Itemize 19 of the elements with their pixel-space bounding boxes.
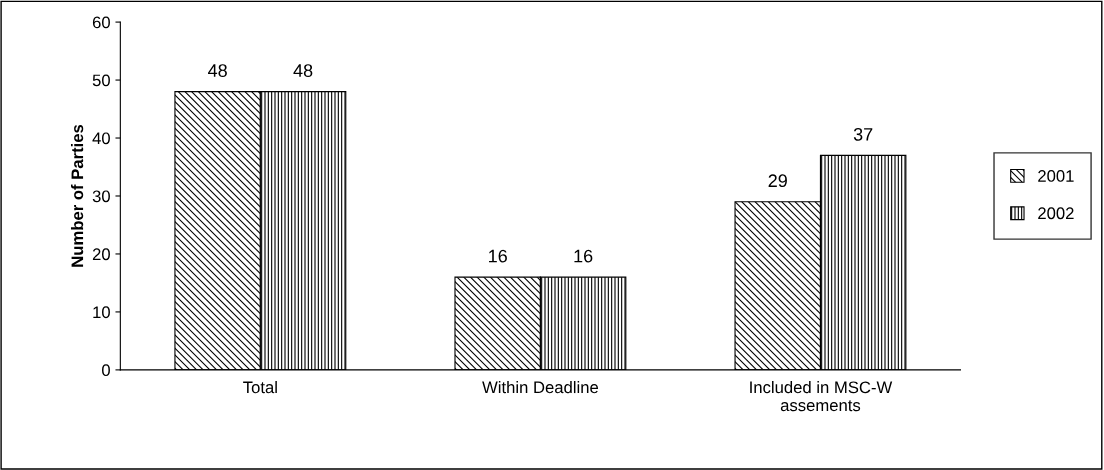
data-label: 16 bbox=[574, 249, 593, 263]
y-tick-label: 40 bbox=[92, 132, 110, 145]
data-label: 48 bbox=[293, 64, 313, 77]
y-axis-title: Number of Parties bbox=[70, 124, 84, 267]
x-tick-label: Included in MSC-W assements bbox=[750, 381, 893, 412]
x-tick-label: Total bbox=[243, 381, 277, 394]
data-label: 29 bbox=[768, 174, 787, 188]
data-label: 37 bbox=[853, 127, 873, 141]
x-tick-label: Within Deadline bbox=[482, 381, 599, 394]
y-tick-label: 10 bbox=[93, 306, 110, 319]
y-tick-label: 60 bbox=[92, 16, 110, 29]
data-label: 48 bbox=[208, 64, 227, 77]
y-tick-label: 30 bbox=[92, 190, 110, 203]
legend-label: 2001 bbox=[1038, 170, 1074, 182]
y-tick-label: 0 bbox=[102, 364, 110, 377]
data-label: 16 bbox=[489, 249, 507, 263]
legend-label: 2002 bbox=[1038, 207, 1074, 220]
y-tick-label: 20 bbox=[92, 248, 110, 261]
y-tick-label: 50 bbox=[92, 74, 110, 87]
